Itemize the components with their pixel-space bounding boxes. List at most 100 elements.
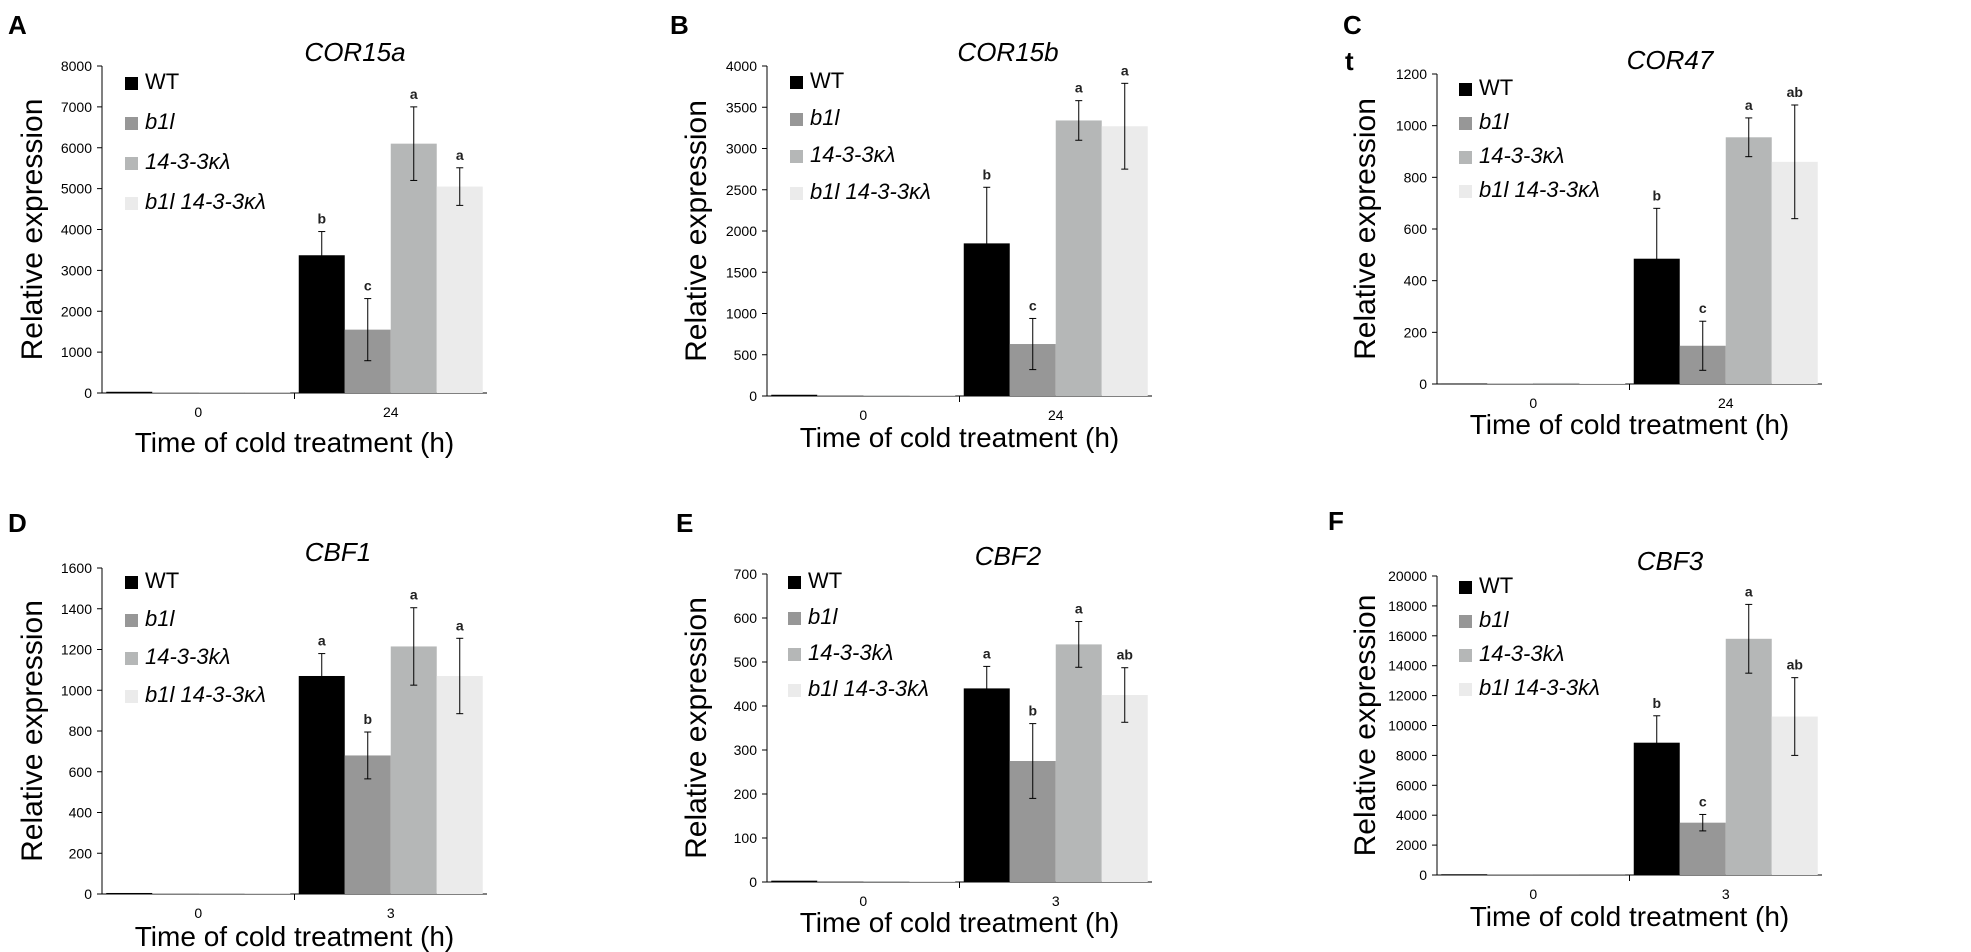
significance-label: a bbox=[1075, 601, 1083, 617]
significance-label: a bbox=[410, 86, 418, 102]
panel-letter: D bbox=[8, 508, 27, 538]
bar bbox=[1533, 382, 1580, 384]
legend-swatch bbox=[125, 690, 138, 703]
x-tick-label: 0 bbox=[1529, 886, 1537, 902]
y-tick-label: 6000 bbox=[1396, 777, 1427, 793]
legend-label: b1l bbox=[145, 606, 175, 631]
legend-swatch bbox=[1459, 185, 1472, 198]
y-tick-label: 0 bbox=[749, 874, 757, 890]
legend-swatch bbox=[1459, 581, 1472, 594]
legend-swatch bbox=[125, 77, 138, 90]
y-tick-label: 8000 bbox=[1396, 747, 1427, 763]
significance-label: a bbox=[456, 147, 464, 163]
y-tick-label: 1000 bbox=[1396, 118, 1427, 134]
y-tick-label: 600 bbox=[734, 610, 758, 626]
legend-swatch bbox=[125, 157, 138, 170]
bar bbox=[1055, 120, 1102, 396]
bar bbox=[1055, 644, 1102, 882]
legend-label: 14-3-3κλ bbox=[1479, 143, 1564, 168]
significance-label: a bbox=[456, 617, 464, 633]
significance-label: a bbox=[318, 633, 326, 649]
significance-label: b bbox=[1652, 187, 1661, 203]
x-tick-label: 24 bbox=[383, 404, 399, 420]
legend-label: 14-3-3κλ bbox=[145, 149, 230, 174]
significance-label: b bbox=[363, 711, 372, 727]
chart-title: COR15a bbox=[304, 37, 405, 67]
significance-label: b bbox=[982, 166, 991, 182]
significance-label: ab bbox=[1117, 647, 1133, 663]
chart-panel-a: A COR15a 0 1000 2000 3000 4000 5000 6000 7000 8000… bbox=[8, 10, 487, 458]
y-axis-label: Relative expression bbox=[1349, 98, 1382, 360]
y-tick-label: 3000 bbox=[726, 141, 757, 157]
significance-label: b bbox=[1028, 703, 1037, 719]
bar bbox=[771, 880, 818, 882]
x-axis-label: Time of cold treatment (h) bbox=[135, 427, 455, 458]
chart-panel-d: D CBF1 0 200 400 600 800 1000 1200 1400 1600 Relati… bbox=[8, 508, 487, 952]
legend-swatch bbox=[1459, 615, 1472, 628]
legend-swatch bbox=[790, 187, 803, 200]
y-tick-label: 2500 bbox=[726, 182, 757, 198]
bar bbox=[1101, 126, 1148, 396]
y-tick-label: 1500 bbox=[726, 264, 757, 280]
y-tick-label: 2000 bbox=[726, 223, 757, 239]
legend-label: b1l 14-3-3κλ bbox=[810, 179, 931, 204]
x-tick-label: 3 bbox=[387, 905, 395, 921]
legend-label: b1l bbox=[808, 604, 838, 629]
bar bbox=[1725, 638, 1772, 875]
legend-label: b1l 14-3-3κλ bbox=[1479, 177, 1600, 202]
x-axis-label: Time of cold treatment (h) bbox=[1470, 901, 1790, 932]
legend-label: b1l bbox=[145, 109, 175, 134]
legend-label: b1l 14-3-3κλ bbox=[145, 189, 266, 214]
y-tick-label: 300 bbox=[734, 742, 758, 758]
legend-label: 14-3-3κλ bbox=[810, 142, 895, 167]
legend-swatch bbox=[788, 684, 801, 697]
significance-label: b bbox=[1652, 695, 1661, 711]
legend-label: 14-3-3kλ bbox=[1479, 641, 1564, 666]
y-tick-label: 0 bbox=[749, 388, 757, 404]
x-tick-label: 0 bbox=[859, 407, 867, 423]
legend-swatch bbox=[125, 117, 138, 130]
y-tick-label: 2000 bbox=[1396, 837, 1427, 853]
y-axis-label: Relative expression bbox=[1349, 595, 1382, 857]
chart-panel-f: F CBF3 0 2000 4000 6000 8000 10000 12000 14000 160… bbox=[1328, 506, 1822, 932]
y-tick-label: 400 bbox=[1404, 273, 1428, 289]
significance-label: a bbox=[410, 587, 418, 603]
legend-swatch bbox=[125, 614, 138, 627]
bar bbox=[1579, 383, 1626, 384]
legend-swatch bbox=[125, 652, 138, 665]
significance-label: ab bbox=[1787, 84, 1803, 100]
bar bbox=[152, 392, 199, 393]
y-axis-label: Relative expression bbox=[680, 100, 713, 362]
bar bbox=[1441, 383, 1488, 384]
y-tick-label: 800 bbox=[1404, 169, 1428, 185]
x-tick-label: 0 bbox=[194, 404, 202, 420]
chart-panel-e: E CBF2 0 100 200 300 400 500 600 700 Relative expr… bbox=[676, 508, 1152, 938]
y-tick-label: 200 bbox=[69, 845, 93, 861]
panel-letter: B bbox=[670, 10, 689, 40]
y-axis-label: Relative expression bbox=[16, 600, 49, 862]
bar bbox=[152, 893, 199, 894]
bar bbox=[771, 394, 818, 396]
chart-title: CBF3 bbox=[1637, 546, 1704, 576]
y-axis-label: Relative expression bbox=[680, 597, 713, 859]
y-tick-label: 10000 bbox=[1388, 718, 1427, 734]
y-tick-label: 12000 bbox=[1388, 688, 1427, 704]
legend-swatch bbox=[1459, 117, 1472, 130]
y-tick-label: 1600 bbox=[61, 560, 92, 576]
y-tick-label: 1000 bbox=[61, 344, 92, 360]
bar bbox=[1101, 695, 1148, 882]
legend-label: WT bbox=[810, 68, 844, 93]
significance-label: a bbox=[1745, 583, 1753, 599]
y-tick-label: 600 bbox=[69, 764, 93, 780]
legend-label: b1l bbox=[810, 105, 840, 130]
chart-panel-b: B COR15b 0 500 1000 1500 2000 2500 3000 3500 4000 R… bbox=[670, 10, 1152, 453]
y-tick-label: 4000 bbox=[61, 222, 92, 238]
x-axis-label: Time of cold treatment (h) bbox=[1470, 409, 1790, 440]
y-tick-label: 400 bbox=[69, 805, 93, 821]
x-tick-label: 3 bbox=[1722, 886, 1730, 902]
significance-label: c bbox=[1699, 300, 1707, 316]
y-tick-label: 18000 bbox=[1388, 598, 1427, 614]
bar bbox=[106, 892, 153, 894]
panel-letter: E bbox=[676, 508, 693, 538]
legend-label: b1l 14-3-3κλ bbox=[145, 682, 266, 707]
